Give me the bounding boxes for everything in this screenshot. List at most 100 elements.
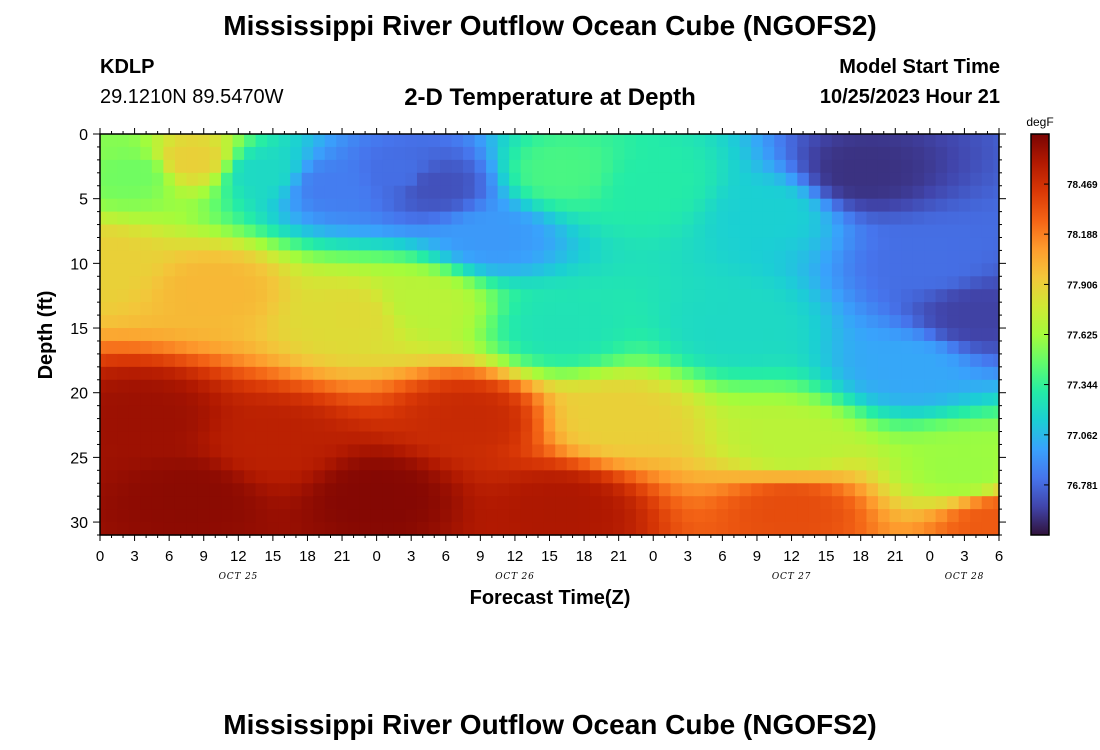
heatmap-cell [290, 444, 303, 458]
heatmap-cell [186, 496, 199, 510]
heatmap-cell [647, 379, 660, 394]
heatmap-cell [889, 134, 902, 148]
heatmap-cell [532, 379, 545, 394]
heatmap-cell [151, 159, 164, 174]
heatmap-cell [555, 509, 568, 523]
heatmap-cell [589, 483, 602, 497]
heatmap-cell [543, 444, 556, 458]
heatmap-cell [290, 379, 303, 394]
heatmap-cell [797, 211, 810, 226]
heatmap-cell [382, 134, 395, 148]
heatmap-cell [451, 224, 464, 239]
heatmap-cell [416, 366, 430, 381]
heatmap-cell [244, 522, 257, 536]
heatmap-cell [497, 250, 510, 264]
heatmap-cell [947, 315, 960, 329]
heatmap-cell [313, 276, 326, 290]
x-tick-label: 15 [541, 548, 558, 565]
heatmap-cell [497, 172, 510, 187]
heatmap-cell [820, 379, 833, 394]
heatmap-cell [244, 146, 257, 161]
heatmap-cell [555, 276, 568, 290]
heatmap-cell [566, 340, 579, 355]
heatmap-cell [382, 418, 395, 433]
heatmap-cell [762, 509, 775, 523]
heatmap-cell [255, 340, 268, 355]
heatmap-cell [820, 444, 833, 458]
heatmap-cell [440, 392, 453, 407]
heatmap-cell [935, 250, 948, 264]
heatmap-cell [174, 211, 188, 226]
heatmap-cell [612, 172, 626, 187]
heatmap-cell [278, 146, 291, 161]
heatmap-cell [440, 353, 453, 368]
heatmap-cell [658, 328, 672, 342]
heatmap-cell [278, 509, 291, 523]
heatmap-cell [336, 353, 349, 368]
heatmap-cell [100, 353, 107, 368]
heatmap-cell [958, 211, 971, 226]
heatmap-cell [705, 340, 718, 355]
heatmap-cell [670, 379, 683, 394]
heatmap-cell [151, 353, 164, 368]
heatmap-cell [705, 250, 718, 264]
heatmap-cell [140, 328, 153, 342]
heatmap-cell [163, 185, 176, 200]
heatmap-cell [520, 198, 533, 213]
heatmap-cell [543, 340, 556, 355]
heatmap-cell [393, 353, 407, 368]
heatmap-cell [889, 250, 902, 264]
heatmap-cell [808, 392, 821, 407]
heatmap-cell [393, 198, 407, 213]
heatmap-cell [958, 315, 971, 329]
colorbar-tick-label: 77.062 [1067, 431, 1098, 442]
heatmap-cell [163, 405, 176, 420]
heatmap-cell [232, 353, 245, 368]
heatmap-cell [209, 289, 222, 303]
heatmap-cell [324, 224, 337, 239]
heatmap-cell [635, 289, 649, 303]
heatmap-cell [301, 392, 314, 407]
heatmap-cell [774, 483, 787, 497]
heatmap-cell [843, 431, 856, 446]
heatmap-cell [993, 198, 1000, 213]
heatmap-cell [324, 444, 337, 458]
heatmap-cell [970, 146, 983, 161]
heatmap-cell [347, 379, 360, 394]
heatmap-cell [947, 444, 960, 458]
heatmap-cell [440, 134, 453, 148]
heatmap-cell [877, 263, 891, 277]
heatmap-cell [174, 340, 188, 355]
heatmap-cell [336, 470, 349, 484]
heatmap-cell [382, 237, 395, 252]
heatmap-cell [601, 211, 614, 226]
heatmap-cell [785, 340, 798, 355]
heatmap-cell [866, 224, 879, 239]
heatmap-cell [901, 418, 914, 433]
heatmap-cell [866, 172, 879, 187]
heatmap-cell [509, 353, 522, 368]
heatmap-cell [901, 289, 914, 303]
heatmap-cell [100, 340, 107, 355]
heatmap-cell [543, 379, 556, 394]
heatmap-cell [970, 134, 983, 148]
heatmap-cell [866, 379, 879, 394]
heatmap-cell [682, 366, 695, 381]
heatmap-cell [947, 366, 960, 381]
heatmap-cell [197, 366, 211, 381]
heatmap-cell [901, 315, 914, 329]
heatmap-cell [359, 392, 372, 407]
heatmap-cell [658, 392, 672, 407]
heatmap-cell [382, 405, 395, 420]
heatmap-cell [324, 522, 337, 536]
heatmap-cell [843, 457, 856, 471]
heatmap-cell [658, 185, 672, 200]
heatmap-cell [808, 470, 821, 484]
heatmap-cell [405, 250, 418, 264]
heatmap-cell [947, 509, 960, 523]
heatmap-cell [313, 328, 326, 342]
heatmap-cell [854, 302, 868, 316]
heatmap-cell [451, 457, 464, 471]
heatmap-cell [924, 379, 937, 394]
heatmap-cell [151, 237, 164, 252]
